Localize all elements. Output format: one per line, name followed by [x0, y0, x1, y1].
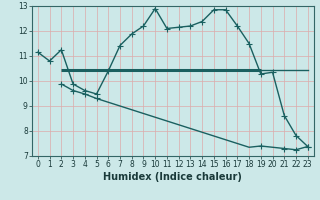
X-axis label: Humidex (Indice chaleur): Humidex (Indice chaleur) — [103, 172, 242, 182]
